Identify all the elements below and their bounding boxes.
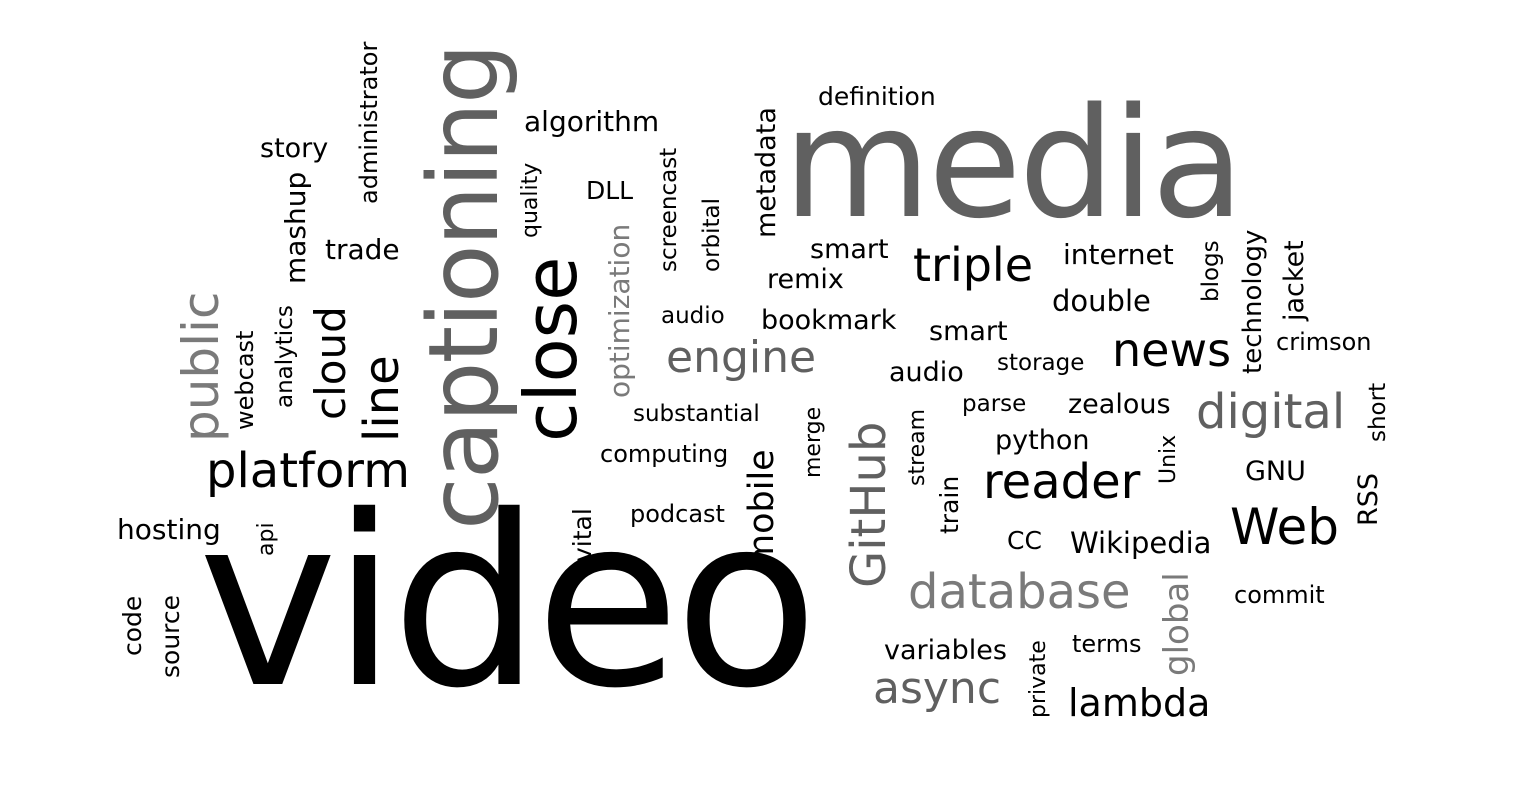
word-web: Web <box>1230 498 1340 556</box>
word-line: line <box>354 355 410 442</box>
word-async: async <box>873 663 1002 714</box>
word-gnu: GNU <box>1245 456 1306 487</box>
word-algorithm: algorithm <box>524 105 660 138</box>
word-substantial: substantial <box>633 401 760 427</box>
word-public: public <box>172 291 230 442</box>
word-blogs: blogs <box>1198 240 1224 302</box>
word-variables: variables <box>884 635 1007 666</box>
word-optimization: optimization <box>603 223 636 398</box>
word-story: story <box>260 133 329 164</box>
word-cloud-term: cloud <box>306 306 355 420</box>
word-jacket: jacket <box>1279 240 1310 321</box>
word-crimson: crimson <box>1276 328 1372 356</box>
word-remix: remix <box>767 264 844 295</box>
word-private: private <box>1026 640 1051 718</box>
word-cc: CC <box>1007 526 1042 555</box>
word-train: train <box>935 475 964 534</box>
word-hosting: hosting <box>117 513 221 546</box>
word-screencast: screencast <box>656 147 682 272</box>
word-triple: triple <box>913 238 1034 292</box>
word-metadata: metadata <box>751 107 782 238</box>
word-news: news <box>1112 323 1232 377</box>
word-commit: commit <box>1234 581 1325 609</box>
word-captioning: captioning <box>408 45 520 530</box>
word-computing: computing <box>600 440 729 468</box>
word-api: api <box>254 522 279 556</box>
word-close: close <box>509 256 593 442</box>
word-storage: storage <box>997 350 1085 376</box>
word-source: source <box>156 594 185 678</box>
word-webcast: webcast <box>231 330 259 430</box>
word-zealous: zealous <box>1068 389 1171 420</box>
word-bookmark: bookmark <box>761 305 897 336</box>
word-media: media <box>783 75 1244 252</box>
word-global: global <box>1157 572 1197 676</box>
word-smart: smart <box>810 234 889 265</box>
word-engine: engine <box>666 332 817 383</box>
word-merge: merge <box>801 406 826 478</box>
word-quality: quality <box>518 162 543 238</box>
word-parse: parse <box>962 391 1027 417</box>
word-definition: definition <box>818 82 936 111</box>
word-administrator: administrator <box>355 41 383 204</box>
word-vital: vital <box>568 508 597 562</box>
word-lambda: lambda <box>1068 681 1211 725</box>
word-audio-2: audio <box>889 357 964 388</box>
word-rss: RSS <box>1353 472 1384 526</box>
word-internet: internet <box>1063 238 1174 271</box>
word-unix: Unix <box>1156 434 1181 484</box>
word-technology: technology <box>1238 229 1268 374</box>
word-platform: platform <box>206 443 410 499</box>
word-code: code <box>118 595 147 656</box>
word-mashup: mashup <box>279 171 312 284</box>
word-dll: DLL <box>586 176 634 205</box>
word-analytics: analytics <box>272 305 298 408</box>
word-mobile: mobile <box>742 449 782 568</box>
word-python: python <box>995 425 1090 456</box>
word-double: double <box>1052 284 1151 318</box>
word-orbital: orbital <box>699 197 725 272</box>
word-github: GitHub <box>841 421 897 588</box>
word-short: short <box>1365 382 1391 442</box>
word-wikipedia: Wikipedia <box>1070 526 1212 560</box>
word-audio: audio <box>661 303 725 329</box>
word-database: database <box>908 564 1131 620</box>
word-digital: digital <box>1196 384 1346 440</box>
word-video: video <box>198 465 819 740</box>
word-trade: trade <box>325 233 400 266</box>
word-reader: reader <box>983 454 1141 510</box>
word-smart-2: smart <box>929 316 1008 347</box>
word-podcast: podcast <box>630 500 725 528</box>
word-stream: stream <box>905 408 930 486</box>
word-terms: terms <box>1072 630 1142 658</box>
